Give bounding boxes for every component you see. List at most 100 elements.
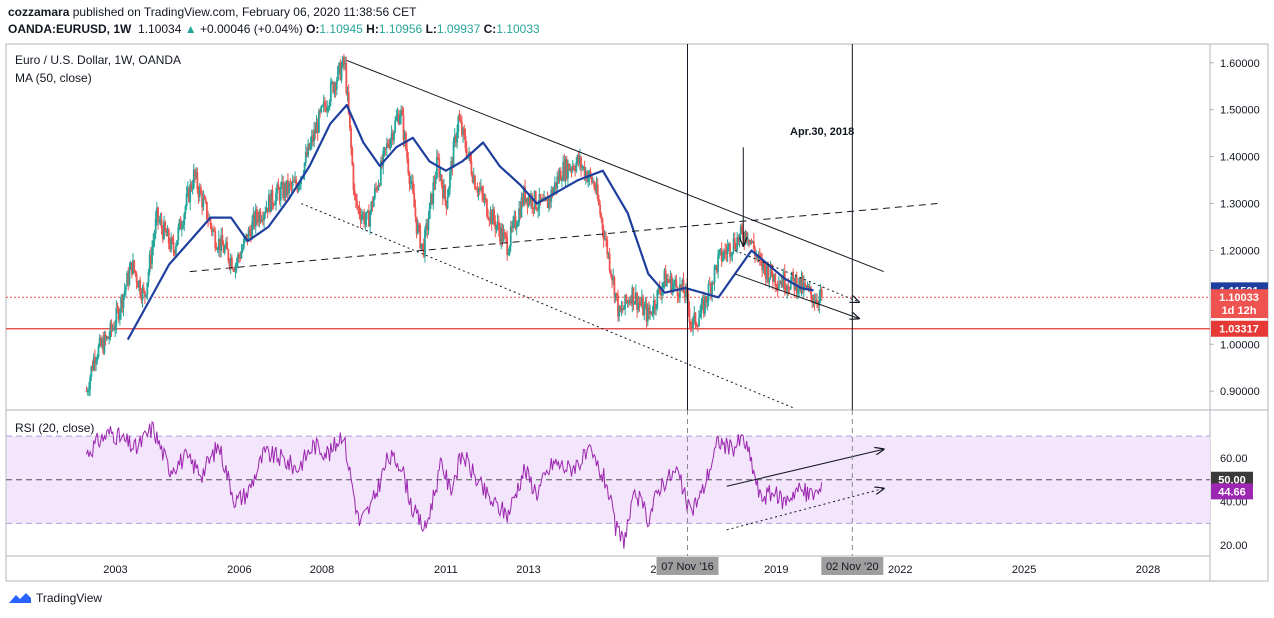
candle-body — [471, 174, 474, 183]
candle-body — [420, 243, 423, 249]
rsi-trendline-dotted[interactable] — [726, 488, 884, 531]
candle-body — [310, 135, 313, 143]
candle-body — [296, 185, 299, 192]
candle-body — [110, 322, 113, 330]
candle-body — [748, 239, 750, 244]
price-pane[interactable] — [6, 44, 1210, 410]
tradingview-logo-icon — [9, 593, 31, 603]
candle-body — [441, 184, 444, 199]
candle-body — [701, 299, 704, 304]
ma-indicator-label[interactable]: MA (50, close) — [15, 71, 92, 85]
candle-body — [639, 303, 642, 306]
candle-body — [85, 391, 88, 393]
candle-body — [501, 227, 504, 242]
candle-body — [292, 181, 295, 183]
candle-body — [483, 197, 486, 201]
candle-body — [791, 271, 793, 280]
candle-body — [273, 204, 276, 206]
candle-body — [783, 271, 786, 290]
price-label-badge — [1211, 320, 1268, 337]
candle-body — [228, 260, 231, 267]
candle-body — [226, 242, 229, 250]
tradingview-brand[interactable]: TradingView — [8, 591, 102, 605]
ma-50-line[interactable] — [126, 103, 814, 341]
candle-body — [135, 273, 138, 283]
rsi-line[interactable] — [86, 420, 823, 549]
rsi-indicator-label[interactable]: RSI (20, close) — [15, 421, 94, 435]
candle-body — [763, 262, 766, 268]
candle-body — [410, 181, 413, 183]
candle-body — [195, 172, 198, 177]
candle-body — [629, 300, 631, 304]
annotation-text[interactable]: Apr.30, 2018 — [790, 126, 854, 138]
candle-body — [327, 107, 330, 108]
trendline-dashed[interactable] — [189, 203, 938, 273]
candle-body — [313, 129, 316, 142]
candle-body — [333, 83, 336, 93]
candle-body — [376, 187, 379, 190]
rsi-pane[interactable] — [6, 410, 1210, 556]
trendline-dotted[interactable] — [734, 249, 859, 302]
price-label-badge — [1211, 302, 1268, 319]
candle-body — [399, 116, 401, 125]
candle-body — [163, 221, 165, 240]
candle-body — [638, 302, 641, 304]
main-series-title[interactable]: Euro / U.S. Dollar, 1W, OANDA — [15, 53, 181, 67]
candle-body — [547, 197, 550, 209]
symbol-name[interactable]: OANDA:EURUSD, 1W — [8, 22, 132, 36]
candle-body — [649, 311, 652, 314]
candle-body — [175, 246, 177, 254]
candle-body — [231, 257, 233, 269]
candle-body — [200, 187, 202, 194]
candle-body — [576, 155, 579, 163]
candle-body — [699, 313, 702, 318]
candle-body — [365, 211, 368, 220]
candle-body — [468, 151, 470, 155]
candle-body — [117, 308, 120, 320]
candle-body — [391, 132, 394, 141]
candle-body — [646, 307, 649, 322]
candle-body — [774, 273, 777, 286]
candle-body — [215, 247, 218, 250]
candle-body — [216, 249, 219, 251]
candle-body — [345, 63, 348, 94]
candle-body — [700, 303, 703, 314]
up-arrow-icon: ▲ — [184, 22, 197, 36]
candle-body — [602, 229, 605, 240]
candle-body — [186, 188, 189, 194]
candle-body — [259, 211, 262, 221]
candle-body — [683, 292, 686, 298]
candle-body — [395, 117, 398, 121]
candle-body — [463, 128, 466, 136]
candle-body — [353, 189, 356, 195]
candle-body — [733, 238, 736, 248]
candle-body — [549, 197, 551, 202]
candle-body — [512, 220, 515, 228]
time-tick-label: 2028 — [1136, 564, 1160, 576]
candle-body — [726, 247, 729, 255]
candle-body — [590, 176, 593, 183]
rsi-trendline-solid[interactable] — [726, 449, 884, 487]
candle-body — [304, 152, 307, 163]
candle-body — [325, 106, 327, 112]
low-value: 1.09937 — [436, 22, 481, 36]
trendline-solid[interactable] — [346, 59, 884, 273]
candle-body — [792, 271, 795, 279]
candle-body — [488, 219, 491, 221]
price-tick-label: 1.20000 — [1220, 245, 1260, 257]
candle-body — [536, 208, 538, 211]
candle-body — [178, 219, 181, 228]
publisher-name[interactable]: cozzamara — [8, 5, 70, 19]
candle-body — [285, 180, 288, 196]
vertical-line-date-label: 02 Nov ’20 — [826, 561, 879, 573]
candle-body — [122, 294, 125, 308]
rsi-tick-label: 60.00 — [1220, 453, 1248, 465]
candle-body — [136, 282, 139, 288]
candle-body — [459, 120, 462, 123]
trendline-dotted[interactable] — [301, 203, 794, 409]
candle-body — [519, 208, 522, 217]
candle-body — [312, 135, 314, 142]
candle-body — [452, 141, 455, 168]
trendline-solid[interactable] — [734, 273, 859, 319]
